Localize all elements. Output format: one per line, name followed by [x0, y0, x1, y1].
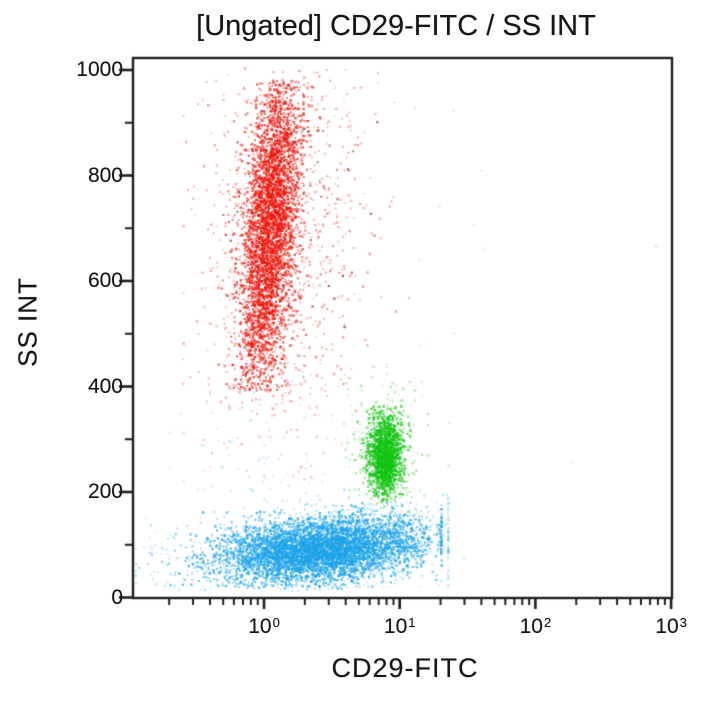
x-tick-label: 102: [519, 615, 552, 638]
y-tick-label: 0: [111, 585, 123, 609]
x-axis-title: CD29-FITC: [331, 653, 479, 683]
x-tick-label: 101: [383, 615, 416, 638]
x-tick-label: 100: [248, 615, 280, 638]
y-tick-label: 600: [87, 269, 123, 292]
x-tick-label: 103: [655, 615, 687, 638]
y-tick-label: 1000: [76, 58, 123, 81]
y-tick-label: 200: [87, 480, 123, 503]
chart-title: [Ungated] CD29-FITC / SS INT: [196, 10, 596, 42]
y-tick-label: 800: [87, 163, 123, 187]
y-tick-label: 400: [87, 374, 123, 398]
